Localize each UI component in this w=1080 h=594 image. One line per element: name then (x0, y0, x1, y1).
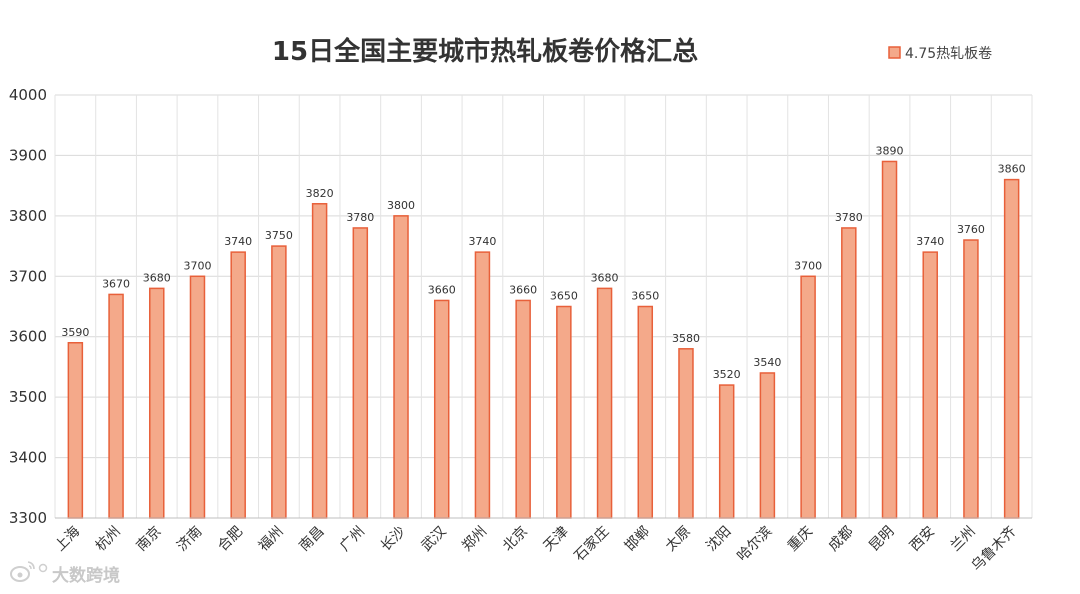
x-tick-label: 南昌 (296, 524, 327, 555)
data-label: 3860 (998, 163, 1026, 176)
watermark: 大数跨境 (10, 561, 120, 586)
y-tick-label: 3900 (9, 146, 47, 164)
data-label: 3750 (265, 229, 293, 242)
x-tick-label: 杭州 (93, 524, 124, 555)
x-tick-label: 沈阳 (703, 524, 734, 555)
bar-沈阳 (718, 384, 735, 519)
chart-legend: 4.75热轧板卷 (888, 46, 992, 62)
x-tick-label: 广州 (337, 524, 368, 555)
x-tick-label: 武汉 (418, 524, 449, 555)
data-label: 3700 (794, 259, 822, 272)
data-label: 3590 (61, 326, 89, 339)
watermark-text: 大数跨境 (52, 565, 120, 586)
weibo-logo-icon (10, 561, 48, 582)
bar-北京 (515, 299, 531, 519)
data-label: 3890 (876, 144, 904, 157)
x-tick-label: 合肥 (215, 524, 246, 555)
x-tick-label: 上海 (52, 524, 83, 555)
data-label: 3680 (591, 271, 619, 284)
x-tick-label: 重庆 (785, 524, 816, 555)
bar-哈尔滨 (759, 372, 776, 519)
y-tick-label: 3800 (9, 207, 47, 225)
bar-重庆 (800, 275, 816, 519)
bar-南昌 (311, 203, 328, 519)
bar-兰州 (963, 239, 979, 519)
x-tick-label: 乌鲁木齐 (969, 524, 1020, 575)
legend-swatch (888, 46, 901, 59)
chart-title: 15日全国主要城市热轧板卷价格汇总 (272, 36, 698, 67)
y-tick-label: 3700 (9, 267, 47, 285)
bar-郑州 (474, 251, 491, 519)
x-tick-label: 邯郸 (622, 524, 653, 555)
x-tick-label: 济南 (174, 524, 205, 555)
y-tick-label: 3300 (9, 509, 47, 527)
data-label: 3540 (753, 356, 781, 369)
y-tick-label: 4000 (9, 86, 47, 104)
data-label: 3650 (550, 290, 578, 303)
data-label: 3650 (631, 290, 659, 303)
x-tick-label: 哈尔滨 (734, 524, 775, 565)
data-label: 3780 (835, 211, 863, 224)
data-label: 3660 (509, 283, 537, 296)
data-label: 3820 (306, 187, 334, 200)
data-label: 3670 (102, 277, 130, 290)
x-tick-label: 石家庄 (571, 523, 613, 565)
data-label: 3580 (672, 332, 700, 345)
bar-长沙 (393, 215, 409, 519)
data-label: 3520 (713, 368, 741, 381)
x-axis: 上海 杭州 南京 济南 合肥 福州 南昌 广州 长沙 武汉 郑州 北京 天津 石家庄 邯郸 太原 沈阳 哈尔滨 重庆… (52, 517, 1032, 575)
bar-武汉 (433, 299, 450, 519)
y-tick-label: 3500 (9, 388, 47, 406)
y-tick-label: 3600 (9, 328, 47, 346)
bar-昆明 (881, 160, 898, 519)
x-tick-label: 南京 (133, 524, 164, 555)
data-label: 3760 (957, 223, 985, 236)
bar-合肥 (230, 251, 246, 519)
data-label: 3680 (143, 271, 171, 284)
data-label: 3780 (346, 211, 374, 224)
x-tick-label: 西安 (907, 524, 938, 555)
bar-太原 (678, 348, 694, 519)
data-label: 3740 (916, 235, 944, 248)
bar-邯郸 (637, 305, 654, 519)
bar-上海 (67, 342, 84, 519)
data-label: 3740 (468, 235, 496, 248)
bar-南京 (149, 287, 165, 519)
legend-label: 4.75热轧板卷 (905, 46, 992, 62)
bar-石家庄 (596, 287, 613, 519)
bar-西安 (922, 251, 938, 519)
x-tick-label: 郑州 (459, 524, 490, 555)
x-tick-label: 兰州 (948, 524, 979, 555)
data-label: 3660 (428, 283, 456, 296)
x-tick-label: 长沙 (378, 524, 409, 555)
bar-广州 (352, 227, 369, 519)
bar-济南 (189, 275, 206, 519)
bar-乌鲁木齐 (1003, 178, 1020, 519)
y-axis: 3300 3400 3500 3600 3700 3800 3900 4000 (9, 86, 47, 527)
data-labels: 3590 3670 3680 3700 3740 3750 3820 3780 3800 3660… (61, 144, 1025, 381)
data-label: 3740 (224, 235, 252, 248)
x-tick-label: 成都 (826, 524, 857, 555)
x-tick-label: 天津 (541, 524, 572, 555)
y-tick-label: 3400 (9, 449, 47, 467)
x-tick-label: 北京 (500, 524, 531, 555)
x-tick-label: 福州 (256, 524, 287, 555)
bar-福州 (271, 245, 287, 519)
bar-成都 (841, 227, 857, 519)
x-tick-label: 昆明 (866, 524, 897, 555)
data-label: 3800 (387, 199, 415, 212)
x-tick-label: 太原 (663, 524, 694, 555)
data-label: 3700 (183, 259, 211, 272)
bar-天津 (556, 305, 572, 519)
bar-杭州 (108, 293, 124, 519)
grid (54, 94, 1033, 519)
